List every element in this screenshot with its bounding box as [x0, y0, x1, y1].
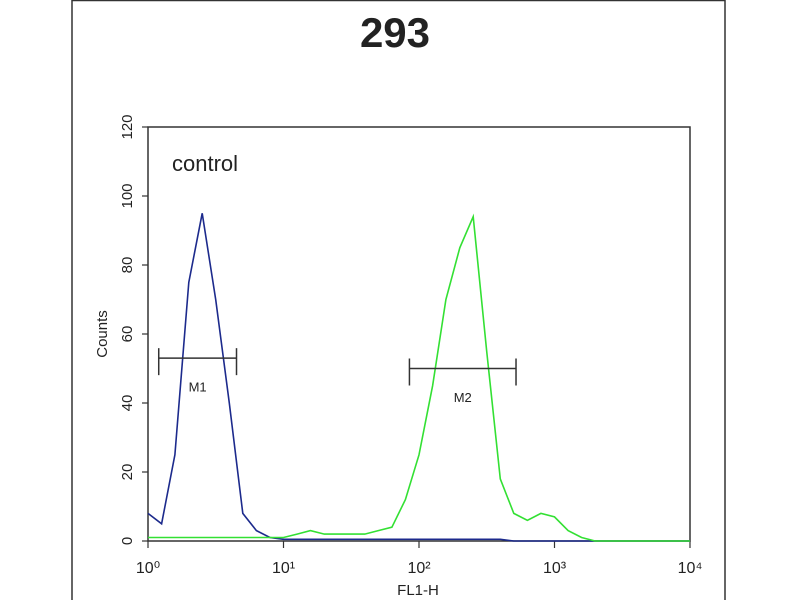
plot-area [147, 126, 691, 542]
y-tick-label: 80 [119, 257, 136, 274]
x-tick-label: 10³ [543, 560, 567, 577]
frame [71, 0, 726, 600]
series-line [147, 213, 690, 542]
y-tick-label: 120 [119, 114, 136, 139]
y-tick-label: 100 [119, 183, 136, 208]
chart-title: 293 [360, 9, 430, 56]
y-tick-label: 0 [119, 537, 136, 545]
annotation: control [172, 151, 238, 176]
gate-label: M1 [189, 380, 207, 395]
x-tick-label: 10² [407, 560, 431, 577]
series-line [148, 213, 690, 542]
x-tick-label: 10¹ [272, 560, 295, 577]
gate-label: M2 [454, 390, 472, 405]
y-axis-label: Counts [94, 310, 111, 358]
y-tick-label: 20 [119, 464, 136, 481]
y-tick-label: 40 [119, 395, 136, 412]
x-tick-label: 10⁰ [136, 560, 160, 577]
x-tick-label: 10⁴ [678, 560, 703, 577]
x-axis-label: FL1-H [397, 582, 439, 599]
y-tick-label: 60 [119, 326, 136, 343]
